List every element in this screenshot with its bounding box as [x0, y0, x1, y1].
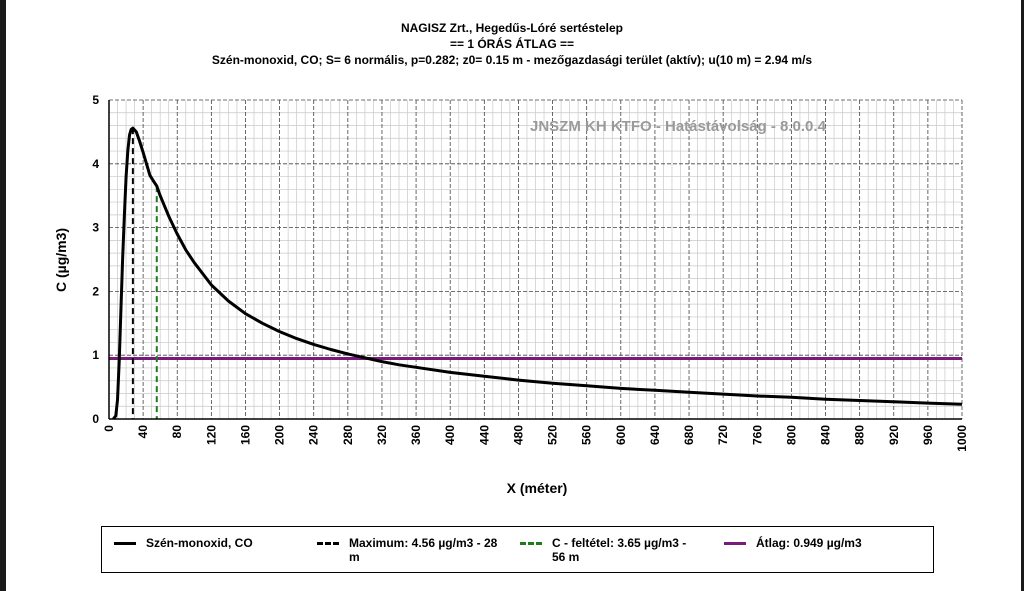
- window-frame-left: [0, 0, 6, 591]
- y-tick-label: 4: [92, 157, 99, 171]
- concentration-curve: [112, 126, 963, 420]
- x-tick-label: 800: [784, 425, 798, 445]
- minor-grid: [109, 100, 962, 419]
- x-tick-label: 880: [853, 425, 867, 445]
- x-tick-label: 320: [375, 425, 389, 445]
- y-tick-label: 5: [92, 93, 99, 107]
- legend-series-swatch: [114, 542, 136, 545]
- legend-condition-swatch: [520, 542, 542, 545]
- legend-series-label: Szén-monoxid, CO: [146, 536, 253, 550]
- x-tick-label: 600: [614, 425, 628, 445]
- chart-titles: NAGISZ Zrt., Hegedűs-Lóré sertéstelep ==…: [0, 20, 1024, 68]
- x-tick-label: 640: [648, 425, 662, 445]
- chart-parameters: Szén-monoxid, CO; S= 6 normális, p=0.282…: [211, 53, 813, 67]
- legend: Szén-monoxid, CO Maximum: 4.56 µg/m3 - 2…: [101, 526, 934, 573]
- x-tick-label: 0: [102, 425, 116, 432]
- y-tick-label: 1: [92, 348, 99, 362]
- chart-title: NAGISZ Zrt., Hegedűs-Lóré sertéstelep: [400, 21, 624, 35]
- x-tick-label: 40: [136, 425, 150, 439]
- x-tick-label: 200: [273, 425, 287, 445]
- x-axis-label: X (méter): [507, 480, 568, 496]
- x-tick-label: 240: [307, 425, 321, 445]
- x-tick-label: 360: [409, 425, 423, 445]
- x-tick-labels: 0 40 80 120 160 200 240 280 320 360 400 440 480 520 56…: [102, 425, 969, 452]
- x-tick-label: 440: [477, 425, 491, 445]
- chart-subtitle: == 1 ÓRÁS ÁTLAG ==: [449, 37, 575, 51]
- x-tick-label: 840: [819, 425, 833, 445]
- x-tick-label: 480: [511, 425, 525, 445]
- concentration-chart: JNSZM KH KTFO - Hatástávolság - 8.0.0.4 …: [53, 93, 969, 496]
- y-axis-label: C (µg/m3): [53, 228, 69, 292]
- x-tick-label: 680: [682, 425, 696, 445]
- legend-average-swatch: [724, 542, 746, 545]
- y-tick-label: 2: [92, 284, 99, 298]
- legend-maximum-swatch: [317, 542, 339, 545]
- legend-maximum-label: Maximum: 4.56 µg/m3 - 28 m: [349, 536, 498, 564]
- legend-average-label: Átlag: 0.949 µg/m3: [756, 536, 862, 550]
- y-tick-label: 3: [92, 221, 99, 235]
- x-tick-label: 120: [204, 425, 218, 445]
- x-tick-label: 400: [443, 425, 457, 445]
- x-tick-label: 520: [546, 425, 560, 445]
- x-tick-label: 280: [341, 425, 355, 445]
- x-tick-label: 920: [887, 425, 901, 445]
- marker-lines: [131, 128, 158, 419]
- x-tick-label: 960: [921, 425, 935, 445]
- major-grid: [109, 99, 963, 419]
- watermark: JNSZM KH KTFO - Hatástávolság - 8.0.0.4: [530, 118, 827, 135]
- y-tick-labels: 0 1 2 3 4 5: [92, 93, 99, 426]
- window-frame-right: [1021, 0, 1024, 591]
- legend-condition-label: C - feltétel: 3.65 µg/m3 - 56 m: [552, 536, 687, 564]
- x-tick-label: 720: [716, 425, 730, 445]
- x-tick-label: 1000: [955, 425, 969, 452]
- x-tick-label: 160: [238, 425, 252, 445]
- x-tick-label: 80: [170, 425, 184, 439]
- x-tick-label: 560: [580, 425, 594, 445]
- x-tick-label: 760: [750, 425, 764, 445]
- y-tick-label: 0: [92, 412, 99, 426]
